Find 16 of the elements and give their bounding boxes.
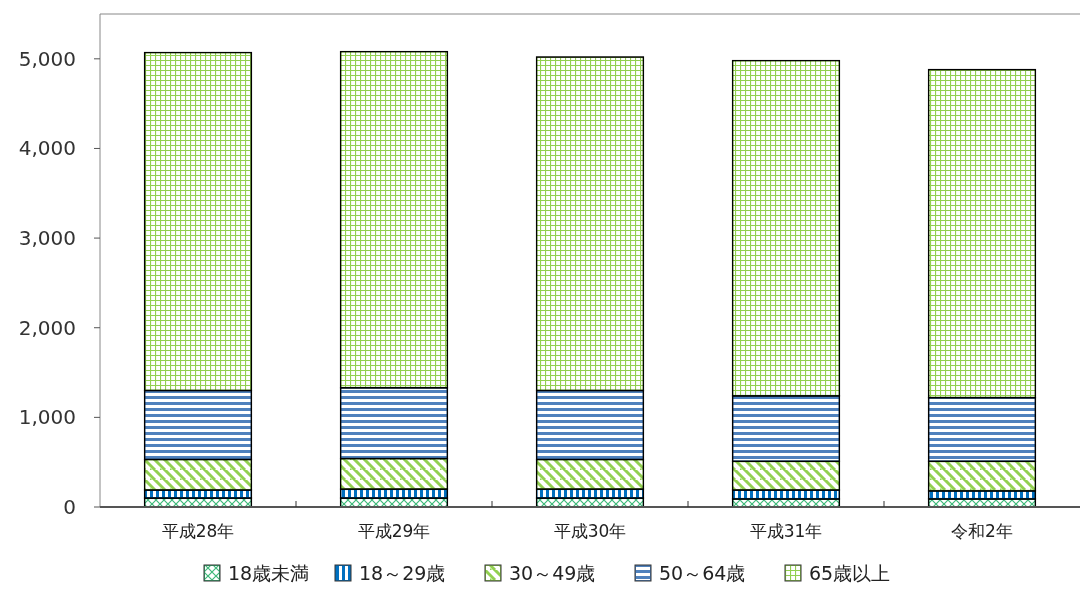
x-tick-label: 平成29年 <box>357 521 431 541</box>
x-tick-label: 令和2年 <box>951 521 1013 541</box>
y-tick-label: 3,000 <box>18 226 76 251</box>
x-tick-label: 平成31年 <box>749 521 823 541</box>
y-tick-label: 5,000 <box>18 46 76 71</box>
legend-label: 50～64歳 <box>659 562 746 584</box>
y-tick-label: 0 <box>63 495 76 519</box>
x-tick-label: 平成30年 <box>553 521 627 541</box>
y-tick-label: 1,000 <box>18 405 76 430</box>
y-tick-label: 4,000 <box>18 136 76 161</box>
legend-label: 18歳未満 <box>228 562 310 584</box>
x-tick-label: 平成28年 <box>161 521 235 541</box>
legend-label: 18～29歳 <box>359 562 446 584</box>
legend-label: 65歳以上 <box>809 562 891 584</box>
y-tick-label: 2,000 <box>18 315 76 340</box>
legend-label: 30～49歳 <box>509 562 596 584</box>
